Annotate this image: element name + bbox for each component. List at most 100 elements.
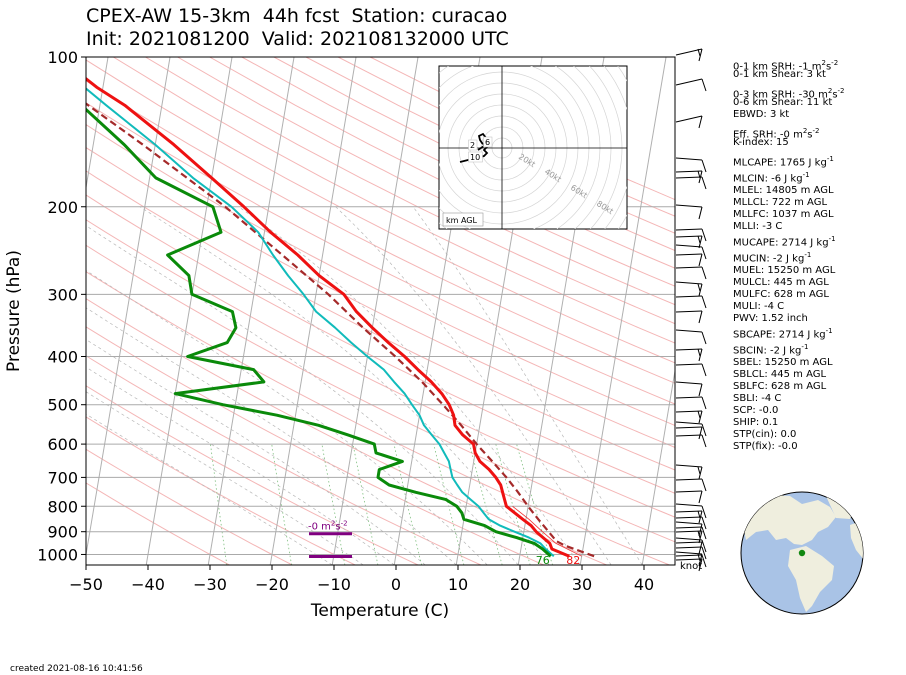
index-line: MLCIN: -6 J kg-1: [733, 171, 810, 185]
wind-barb-shaft: [675, 78, 703, 86]
index-line: 0-1 km Shear: 3 kt: [733, 69, 826, 80]
wind-barb-flag: [701, 505, 707, 519]
x-tick-label: 20: [510, 575, 530, 594]
wind-barb: [675, 363, 707, 377]
wind-barb-shaft: [675, 396, 703, 399]
wind-barb-flag: [701, 176, 707, 190]
wind-barb-flag: [698, 426, 703, 440]
dry-adiabat: [86, 219, 675, 518]
wind-barb: [675, 266, 707, 280]
index-line: EBWD: 3 kt: [733, 109, 790, 120]
wind-barb-flag: [698, 410, 703, 424]
wind-barb-flag: [701, 295, 707, 309]
dry-adiabat: [86, 59, 675, 364]
wind-barb-flag: [701, 526, 707, 540]
created-timestamp: created 2021-08-16 10:41:56: [10, 664, 143, 674]
dry-adiabat: [113, 57, 675, 344]
wind-barb: [675, 490, 703, 504]
wind-barb-flag: [698, 253, 703, 267]
dry-adiabat: [86, 80, 675, 384]
x-axis-label: Temperature (C): [310, 601, 449, 621]
wind-barb: [675, 204, 703, 220]
wind-barb: [675, 530, 703, 544]
wind-barb-flag: [697, 530, 701, 539]
dry-adiabat: [145, 57, 675, 325]
wind-barb-shaft: [675, 554, 703, 557]
moist-adiabat: [86, 307, 457, 565]
wind-barb-flag: [698, 235, 703, 249]
wetbulb-profile: [86, 87, 555, 557]
isotherm: [331, 57, 419, 565]
wind-barb-shaft: [675, 434, 703, 437]
index-line: MUCIN: -2 J kg-1: [733, 251, 812, 265]
dry-adiabat: [86, 271, 670, 565]
wind-barb-shaft: [675, 266, 703, 269]
parcel-profile: [86, 102, 595, 558]
wind-barb: [675, 396, 707, 410]
hodograph-corner-label: km AGL: [446, 216, 478, 225]
wind-barb-shaft: [675, 157, 703, 161]
wind-barb: [675, 554, 707, 568]
north-america-land: [742, 495, 836, 545]
hodograph-height-box: [468, 139, 478, 151]
dewpoint-surface-label: 76: [536, 554, 550, 567]
isotherm: [269, 57, 357, 565]
isotherm: [86, 57, 171, 558]
index-line: 0-3 km SRH: -30 m2s-2: [733, 87, 845, 101]
south-america-land: [788, 546, 834, 612]
wind-barb-shaft: [675, 115, 703, 123]
station-marker: [798, 549, 806, 557]
wind-barb-flag: [698, 115, 703, 129]
wind-barb-flag: [698, 523, 703, 537]
chart-subtitle: Init: 2021081200 Valid: 202108132000 UTC: [86, 28, 509, 50]
x-tick-label: −10: [317, 575, 351, 594]
wind-barb-flag: [698, 48, 703, 62]
wind-barb: [675, 541, 703, 555]
wind-barb-flag: [697, 283, 701, 292]
wind-barb-flag: [697, 48, 701, 57]
index-line: MLLFC: 1037 m AGL: [733, 209, 834, 220]
dewpoint-profile: [86, 107, 552, 558]
wind-barb: [675, 421, 707, 437]
mixing-ratio-line: [352, 444, 379, 565]
moist-adiabat: [335, 206, 612, 565]
wind-barb-flag: [698, 558, 703, 572]
wind-barb: [675, 464, 703, 480]
wind-barb-shaft: [675, 558, 703, 561]
wind-barb: [675, 521, 703, 537]
index-line: K-index: 15: [733, 137, 789, 148]
wind-barb-flag: [698, 490, 703, 504]
index-line: MLLCL: 722 m AGL: [733, 197, 828, 208]
wind-barb-flag: [701, 246, 707, 260]
hodograph-height-box: [468, 151, 483, 163]
wind-barb: [675, 228, 707, 242]
wind-units-label: knot: [680, 561, 702, 572]
x-tick-label: −50: [69, 575, 103, 594]
wind-barb-flag: [701, 478, 707, 492]
wind-barb-flag: [697, 348, 701, 357]
hodograph-height-box: [483, 136, 493, 148]
dry-adiabat: [86, 170, 675, 471]
moist-adiabat: [412, 206, 643, 565]
y-tick-label: 500: [47, 396, 78, 415]
dry-adiabat: [177, 57, 675, 306]
index-line: MULFC: 628 m AGL: [733, 289, 829, 300]
y-tick-label: 600: [47, 435, 78, 454]
wind-barb: [675, 478, 707, 492]
index-line: 0-1 km SRH: -1 m2s-2: [733, 59, 839, 73]
wind-barb-flag: [697, 466, 701, 475]
wind-barb-flag: [701, 396, 707, 410]
wind-barb-shaft: [675, 526, 703, 529]
chart-title: CPEX-AW 15-3km 44h fcst Station: curacao: [86, 5, 508, 27]
wind-barb: [675, 281, 703, 297]
wind-barb-flag: [697, 410, 701, 419]
wind-barb-shaft: [675, 381, 703, 385]
globe-locator-map: [740, 491, 864, 615]
wind-barb: [675, 157, 707, 173]
wind-barb: [675, 244, 707, 260]
mixing-ratio-line: [210, 444, 228, 565]
index-line: SBCAPE: 2714 J kg-1: [733, 327, 833, 341]
index-line: SHIP: 0.1: [733, 417, 779, 428]
wind-barb-flag: [701, 516, 707, 530]
